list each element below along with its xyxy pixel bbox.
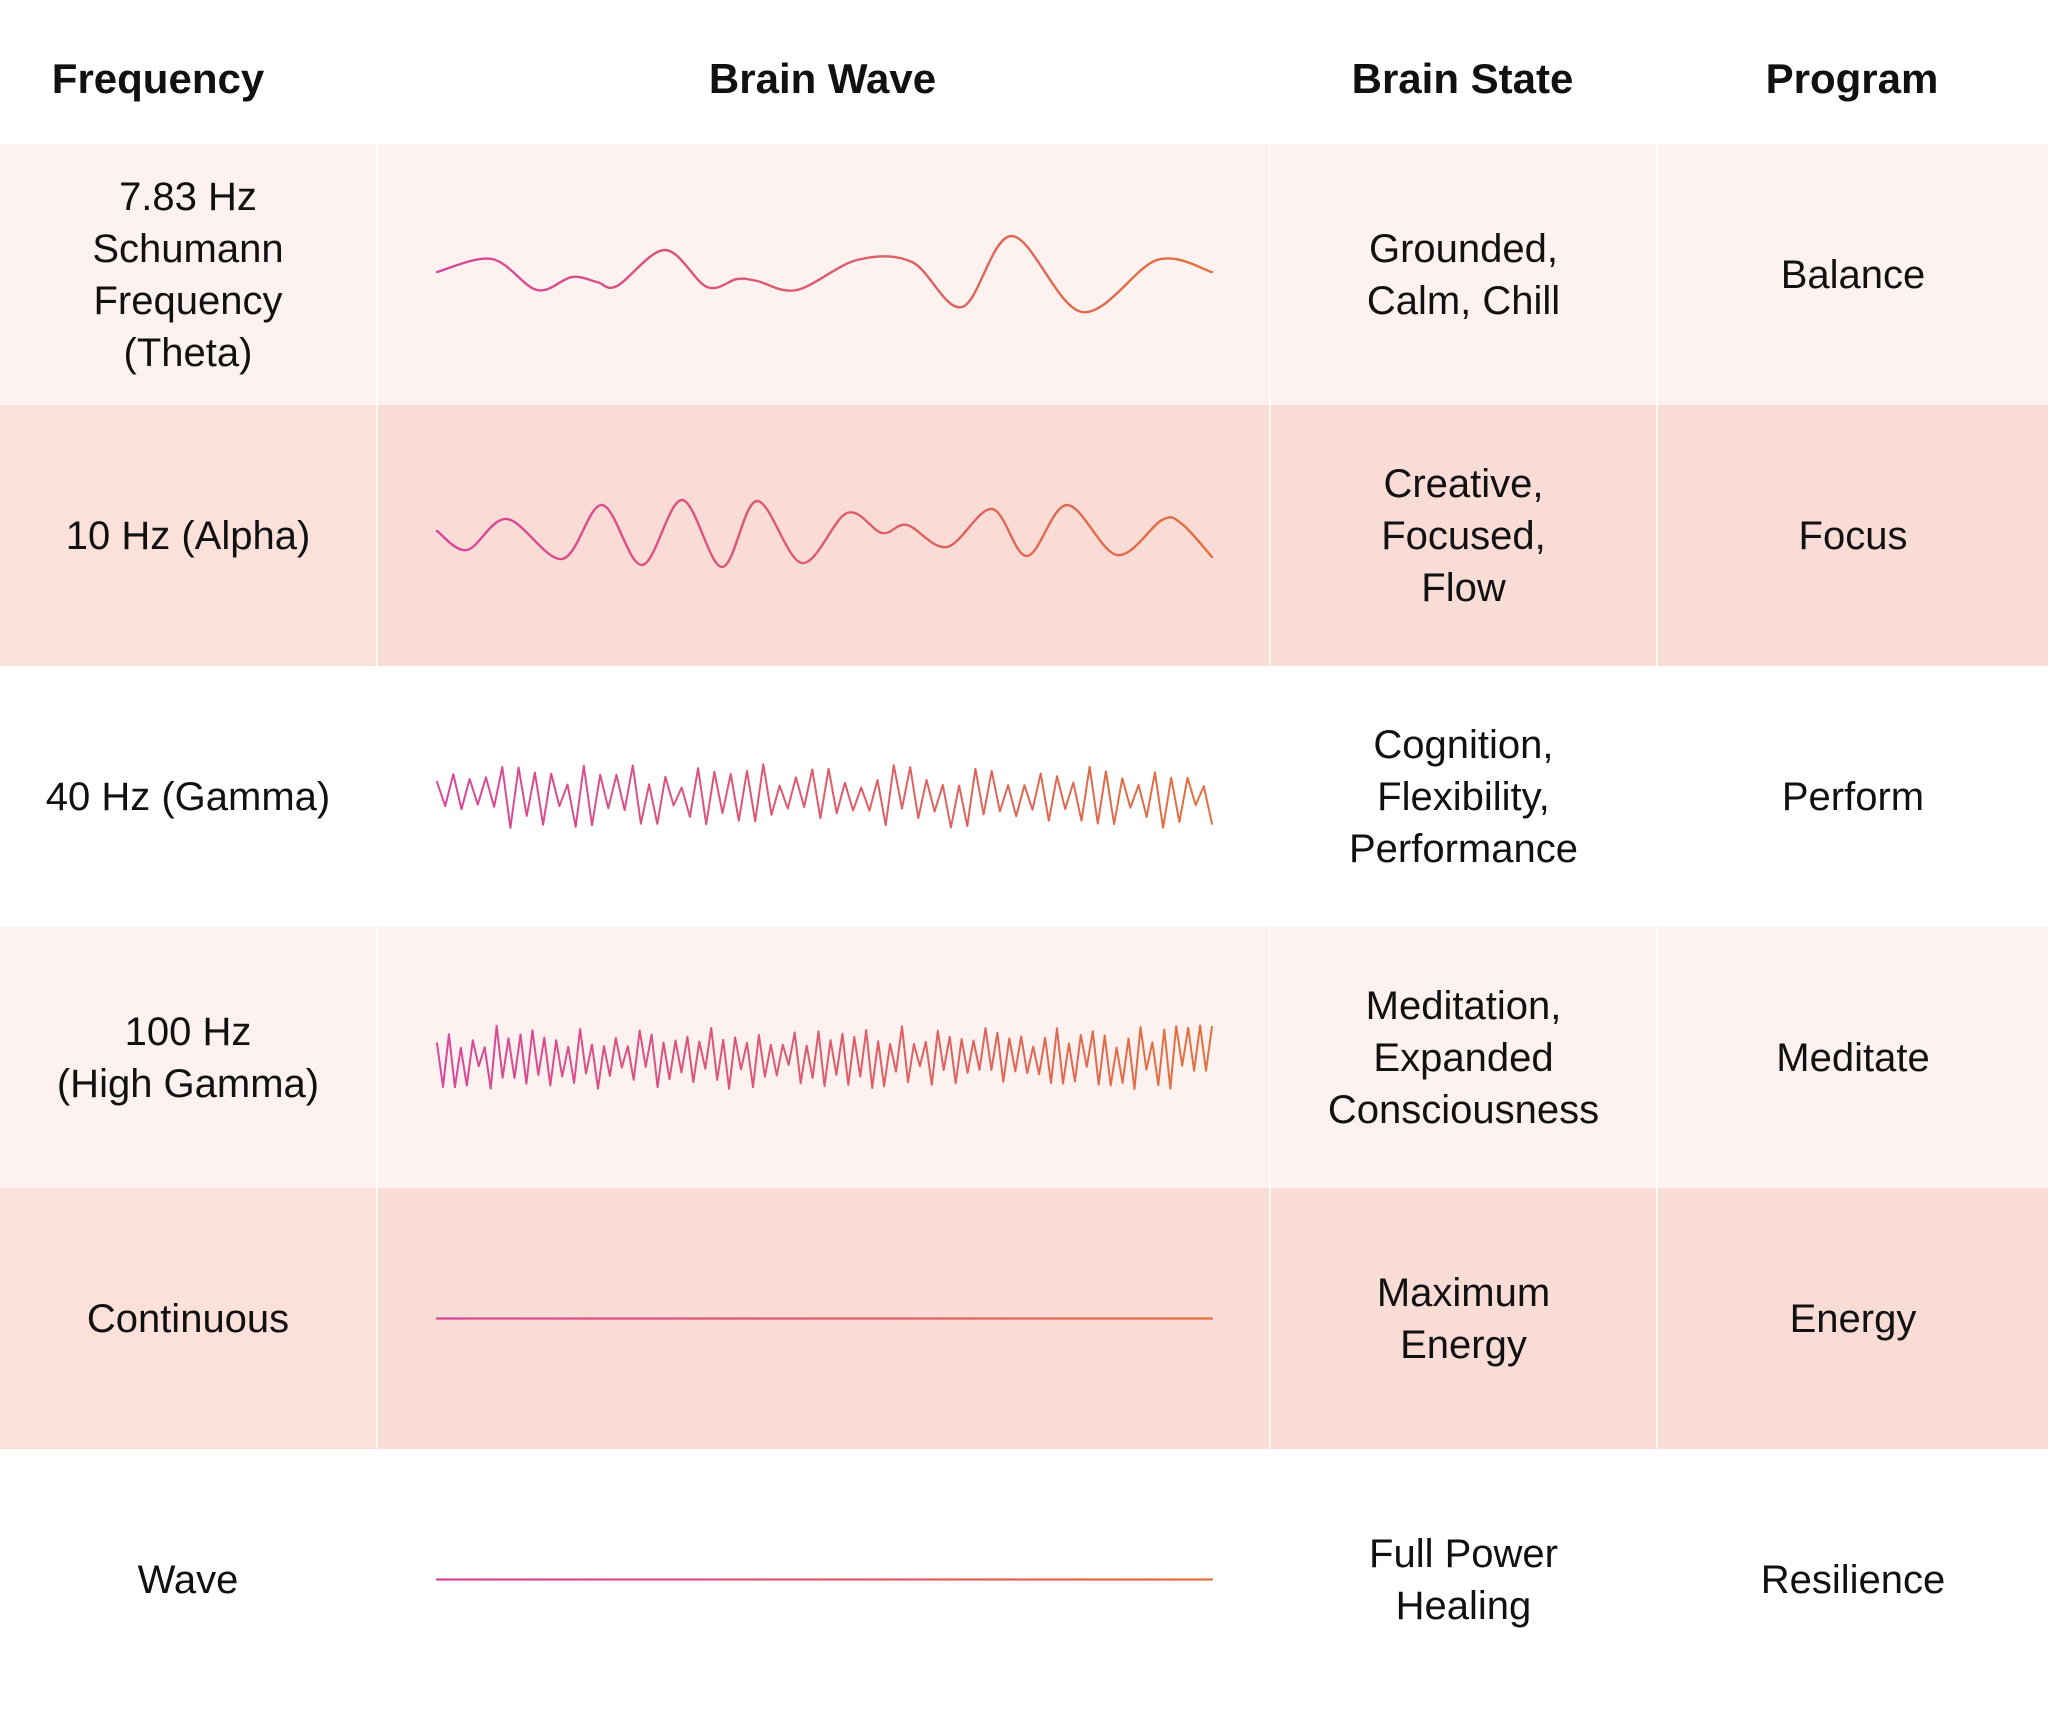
brain-wave-cell <box>376 927 1269 1188</box>
brain-state-cell: Full Power Healing <box>1269 1449 1656 1710</box>
frequency-cell: 40 Hz (Gamma) <box>0 666 376 927</box>
brain-state-label: Full Power Healing <box>1369 1531 1558 1628</box>
brain-wave-graphic <box>435 1578 1214 1581</box>
brain-state-label: Meditation, Expanded Consciousness <box>1327 983 1600 1132</box>
program-cell: Focus <box>1656 405 2048 666</box>
brain-state-cell: Maximum Energy <box>1269 1188 1656 1449</box>
frequency-cell: 7.83 Hz Schumann Frequency (Theta) <box>0 144 376 405</box>
brain-wave-graphic <box>435 498 1214 569</box>
table-row: Continuous Maximum Energy Energy <box>0 1188 2048 1449</box>
program-cell: Energy <box>1656 1188 2048 1449</box>
header-brain-state: Brain State <box>1351 55 1574 102</box>
frequency-cell: 10 Hz (Alpha) <box>0 405 376 666</box>
brain-wave-graphic <box>435 234 1214 314</box>
frequency-label: 100 Hz (High Gamma) <box>56 1009 320 1106</box>
table-row: Wave Full Power Healing Resilience <box>0 1449 2048 1710</box>
brain-state-label: Cognition, Flexibility, Performance <box>1349 722 1578 871</box>
brain-state-cell: Cognition, Flexibility, Performance <box>1269 666 1656 927</box>
waveform-line <box>436 763 1213 829</box>
frequency-label: 10 Hz (Alpha) <box>65 513 311 558</box>
header-program: Program <box>1765 55 1939 102</box>
program-label: Meditate <box>1776 1035 1930 1080</box>
brain-wave-graphic <box>436 763 1213 829</box>
brain-state-label: Maximum Energy <box>1376 1270 1551 1367</box>
table-row: 40 Hz (Gamma) Cognition, Flexibility, Pe… <box>0 666 2048 927</box>
brain-state-label: Grounded, Calm, Chill <box>1366 226 1561 323</box>
brain-wave-cell <box>376 666 1269 927</box>
brain-wave-cell <box>376 1449 1269 1710</box>
brain-wave-graphic <box>436 1024 1213 1090</box>
header-brain-wave: Brain Wave <box>708 55 937 102</box>
waveform-line <box>435 498 1214 569</box>
table-header: Frequency Brain Wave Brain State Program <box>0 0 2048 144</box>
brain-state-cell: Grounded, Calm, Chill <box>1269 144 1656 405</box>
program-label: Perform <box>1781 774 1925 819</box>
program-cell: Balance <box>1656 144 2048 405</box>
brain-wave-graphic <box>435 1317 1214 1320</box>
program-label: Resilience <box>1760 1557 1946 1602</box>
brain-wave-cell <box>376 405 1269 666</box>
brain-wave-cell <box>376 144 1269 405</box>
frequency-cell: Wave <box>0 1449 376 1710</box>
program-label: Energy <box>1789 1296 1917 1341</box>
frequency-label: Wave <box>137 1557 239 1602</box>
program-label: Focus <box>1798 513 1908 558</box>
program-label: Balance <box>1780 252 1926 297</box>
brain-state-cell: Meditation, Expanded Consciousness <box>1269 927 1656 1188</box>
frequency-cell: 100 Hz (High Gamma) <box>0 927 376 1188</box>
program-cell: Resilience <box>1656 1449 2048 1710</box>
table-row: 7.83 Hz Schumann Frequency (Theta) Groun… <box>0 144 2048 405</box>
brain-state-cell: Creative, Focused, Flow <box>1269 405 1656 666</box>
frequency-label: 7.83 Hz Schumann Frequency (Theta) <box>92 174 284 375</box>
table-row: 10 Hz (Alpha) Creative, Focused, Flow Fo… <box>0 405 2048 666</box>
waveform-line <box>436 1024 1213 1090</box>
frequency-label: 40 Hz (Gamma) <box>45 774 331 819</box>
frequency-cell: Continuous <box>0 1188 376 1449</box>
program-cell: Perform <box>1656 666 2048 927</box>
header-frequency: Frequency <box>51 55 265 102</box>
brain-wave-cell <box>376 1188 1269 1449</box>
waveform-line <box>435 234 1214 314</box>
frequency-label: Continuous <box>86 1296 290 1341</box>
table-row: 100 Hz (High Gamma) Meditation, Expanded… <box>0 927 2048 1188</box>
program-cell: Meditate <box>1656 927 2048 1188</box>
brain-state-label: Creative, Focused, Flow <box>1381 461 1546 610</box>
